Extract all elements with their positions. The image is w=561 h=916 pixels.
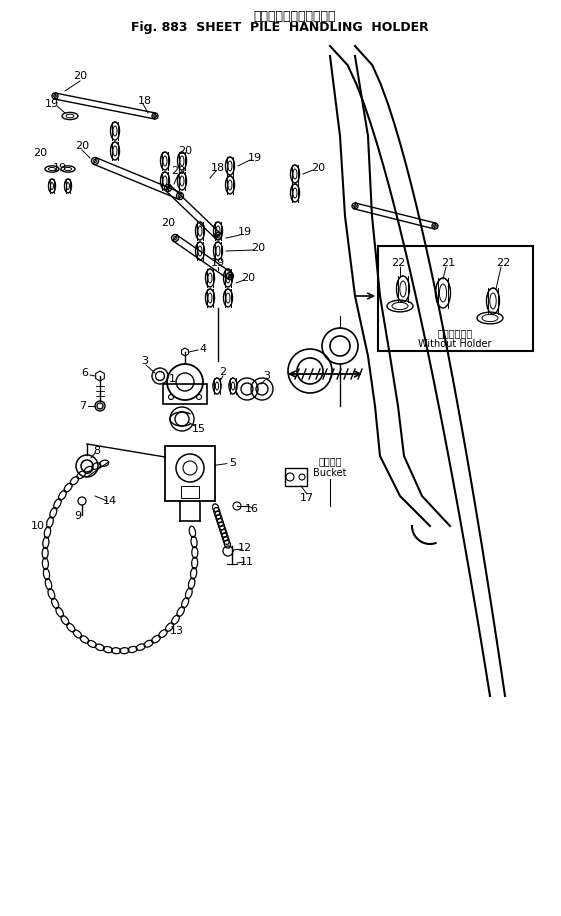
Text: 19: 19 [248,153,262,163]
Text: 22: 22 [391,258,405,268]
Text: 19: 19 [45,99,59,109]
Text: 18: 18 [211,163,225,173]
Text: 20: 20 [161,218,175,228]
Text: 19: 19 [238,227,252,237]
Text: 20: 20 [75,141,89,151]
Text: Fig. 883  SHEET  PILE  HANDLING  HOLDER: Fig. 883 SHEET PILE HANDLING HOLDER [131,21,429,35]
Bar [163,384,207,404]
Text: 6: 6 [81,368,89,378]
Text: 16: 16 [245,504,259,514]
Text: 4: 4 [200,344,206,354]
Bar [165,446,215,501]
Text: 8: 8 [94,446,100,456]
Text: 19: 19 [53,163,67,173]
Bar [181,486,199,498]
Text: 17: 17 [300,493,314,503]
Text: Without Holder: Without Holder [419,339,492,349]
Text: 7: 7 [80,401,86,411]
Text: 矢　板　打　抜　ホルダ: 矢 板 打 抜 ホルダ [254,9,336,23]
Text: 2: 2 [219,367,227,377]
Text: 11: 11 [240,557,254,567]
Bar [378,246,533,351]
Text: 13: 13 [170,626,184,636]
Text: 10: 10 [31,521,45,531]
Text: 21: 21 [441,258,455,268]
Text: ホルダ未装着: ホルダ未装着 [438,328,472,338]
Text: 20: 20 [73,71,87,81]
Text: 5: 5 [229,457,237,467]
Text: 18: 18 [138,96,152,106]
Text: 20: 20 [311,163,325,173]
Text: 9: 9 [75,511,81,521]
Text: 19: 19 [211,258,225,268]
Text: 15: 15 [192,424,206,434]
Text: 20: 20 [241,273,255,283]
Text: Bucket: Bucket [313,468,347,478]
Bar [285,468,307,486]
Text: 12: 12 [238,543,252,553]
Text: 3: 3 [264,371,270,381]
Text: 22: 22 [496,258,510,268]
Text: 20: 20 [178,146,192,156]
Text: 14: 14 [103,496,117,506]
Text: 20: 20 [171,166,185,176]
Text: 1: 1 [168,374,176,384]
Text: 20: 20 [33,148,47,158]
Text: 20: 20 [251,243,265,253]
Text: 3: 3 [141,356,149,366]
Text: バケット: バケット [318,456,342,466]
